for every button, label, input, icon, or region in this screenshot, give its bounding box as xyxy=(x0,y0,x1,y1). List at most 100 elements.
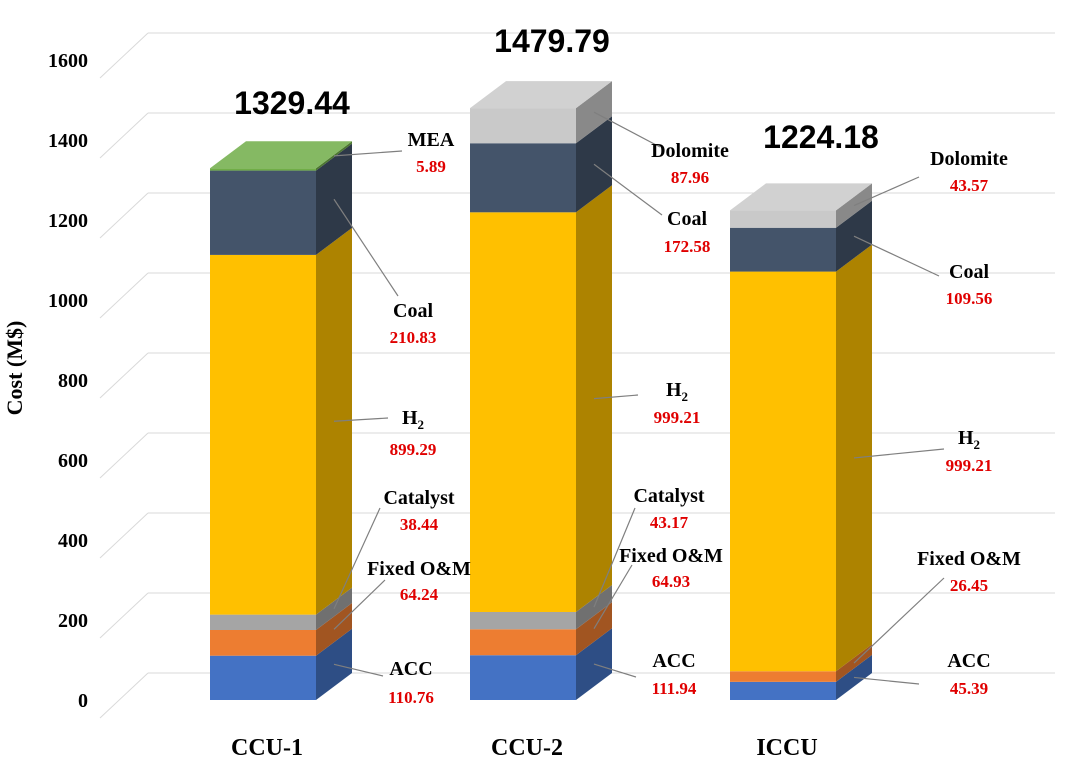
segment-side xyxy=(576,185,612,612)
annotation-name: Catalyst xyxy=(383,487,454,509)
segment-h2 xyxy=(470,185,612,612)
segment-front xyxy=(210,655,316,700)
segment-catalyst xyxy=(470,584,612,630)
annotation-name: Fixed O&M xyxy=(917,548,1021,570)
leader-line xyxy=(593,507,636,608)
annotation-value: 26.45 xyxy=(950,576,988,595)
leader-line xyxy=(333,198,399,297)
annotation-value: 899.29 xyxy=(390,440,437,459)
category-label: CCU-1 xyxy=(231,735,303,761)
segment-h2 xyxy=(210,227,352,615)
annotation-name: ACC xyxy=(652,650,695,672)
annotation-name: ACC xyxy=(947,650,990,672)
segment-front xyxy=(210,168,316,171)
segment-front xyxy=(470,611,576,630)
annotation-value: 210.83 xyxy=(390,328,437,347)
leader-line xyxy=(333,507,381,610)
bar-ccu-2: 1479.79 xyxy=(470,23,612,700)
annotation-name: Fixed O&M xyxy=(367,558,471,580)
total-label: 1224.18 xyxy=(763,119,879,155)
segment-side xyxy=(316,141,352,171)
annotation-value: 172.58 xyxy=(664,237,711,256)
annotation-name: ACC xyxy=(389,658,432,680)
leader-line xyxy=(853,448,945,459)
leader-line xyxy=(593,163,663,216)
x-axis: CCU-1 CCU-2 ICCU xyxy=(231,735,818,761)
leader-line xyxy=(593,564,633,630)
segment-front xyxy=(210,630,316,656)
segment-front xyxy=(730,681,836,700)
leader-line xyxy=(333,663,384,677)
annotation-name: Coal xyxy=(667,208,707,230)
annotation-value: 64.93 xyxy=(652,572,690,591)
y-tick-label: 1200 xyxy=(48,210,88,232)
segment-top xyxy=(730,183,872,211)
leader-line xyxy=(333,150,403,157)
leader-line xyxy=(593,663,637,678)
annotation-name: Fixed O&M xyxy=(619,545,723,567)
callout-leaders xyxy=(333,111,945,685)
y-tick-label: 200 xyxy=(58,610,88,632)
segment-fixed-o-m xyxy=(470,602,612,656)
leader-line xyxy=(593,111,661,148)
segment-top xyxy=(210,141,352,169)
annotation-value: 5.89 xyxy=(416,157,446,176)
annotation-name: H2 xyxy=(958,427,980,452)
bars: 1329.44 1479.79 1224.18 xyxy=(210,23,879,700)
segment-front xyxy=(730,210,836,228)
segment-front xyxy=(470,212,576,612)
annotation-value: 999.21 xyxy=(946,456,993,475)
gridline-diag-800 xyxy=(99,352,149,399)
segment-side xyxy=(576,602,612,656)
total-label: 1479.79 xyxy=(494,23,610,59)
annotation-name: Dolomite xyxy=(930,148,1008,170)
segment-h2 xyxy=(730,244,872,672)
category-label: CCU-2 xyxy=(491,735,563,761)
segment-front xyxy=(210,254,316,615)
leader-line xyxy=(853,577,945,664)
annotation-name: H2 xyxy=(666,379,688,404)
annotation-value: 110.76 xyxy=(388,688,434,707)
annotation-value: 43.17 xyxy=(650,513,689,532)
annotation-value: 999.21 xyxy=(654,408,701,427)
segment-front xyxy=(470,655,576,700)
bar-iccu: 1224.18 xyxy=(730,119,879,700)
y-axis-label: Cost (M$) xyxy=(2,321,27,416)
annotation-name: Coal xyxy=(393,300,433,322)
leader-line xyxy=(853,235,940,277)
total-label: 1329.44 xyxy=(234,85,350,121)
gridline-diag-0 xyxy=(99,672,149,719)
segment-front xyxy=(730,271,836,672)
segment-mea xyxy=(210,141,352,171)
subscript: 2 xyxy=(974,437,981,452)
y-tick-label: 600 xyxy=(58,450,88,472)
subscript: 2 xyxy=(682,389,689,404)
segment-front xyxy=(730,671,836,682)
segment-top xyxy=(470,81,612,109)
gridline-diag-1000 xyxy=(99,272,149,319)
gridline-diag-1600 xyxy=(99,32,149,79)
gridline-diag-1200 xyxy=(99,192,149,239)
segment-front xyxy=(470,629,576,656)
y-axis: Cost (M$) 0 200 400 600 800 1000 1200 1400 1600 xyxy=(2,50,88,712)
annotation-name: Catalyst xyxy=(633,485,704,507)
annotation-value: 87.96 xyxy=(671,168,709,187)
annotation-name: Coal xyxy=(949,261,989,283)
leader-line xyxy=(853,176,920,207)
segment-coal xyxy=(730,200,872,272)
segment-side xyxy=(576,584,612,630)
annotation-name: Dolomite xyxy=(651,140,729,162)
segment-front xyxy=(730,227,836,272)
segment-front xyxy=(470,108,576,144)
segment-front xyxy=(210,614,316,630)
annotation-value: 109.56 xyxy=(946,289,993,308)
y-tick-label: 1400 xyxy=(48,130,88,152)
leader-line xyxy=(853,676,920,685)
annotation-value: 45.39 xyxy=(950,679,988,698)
annotation-value: 38.44 xyxy=(400,515,439,534)
y-tick-label: 800 xyxy=(58,370,88,392)
gridline-diag-200 xyxy=(99,592,149,639)
data-labels: MEA 5.89 Coal 210.83 H2 899.29 Catalyst 38.44 Fi… xyxy=(367,129,1021,707)
annotation-value: 64.24 xyxy=(400,585,439,604)
